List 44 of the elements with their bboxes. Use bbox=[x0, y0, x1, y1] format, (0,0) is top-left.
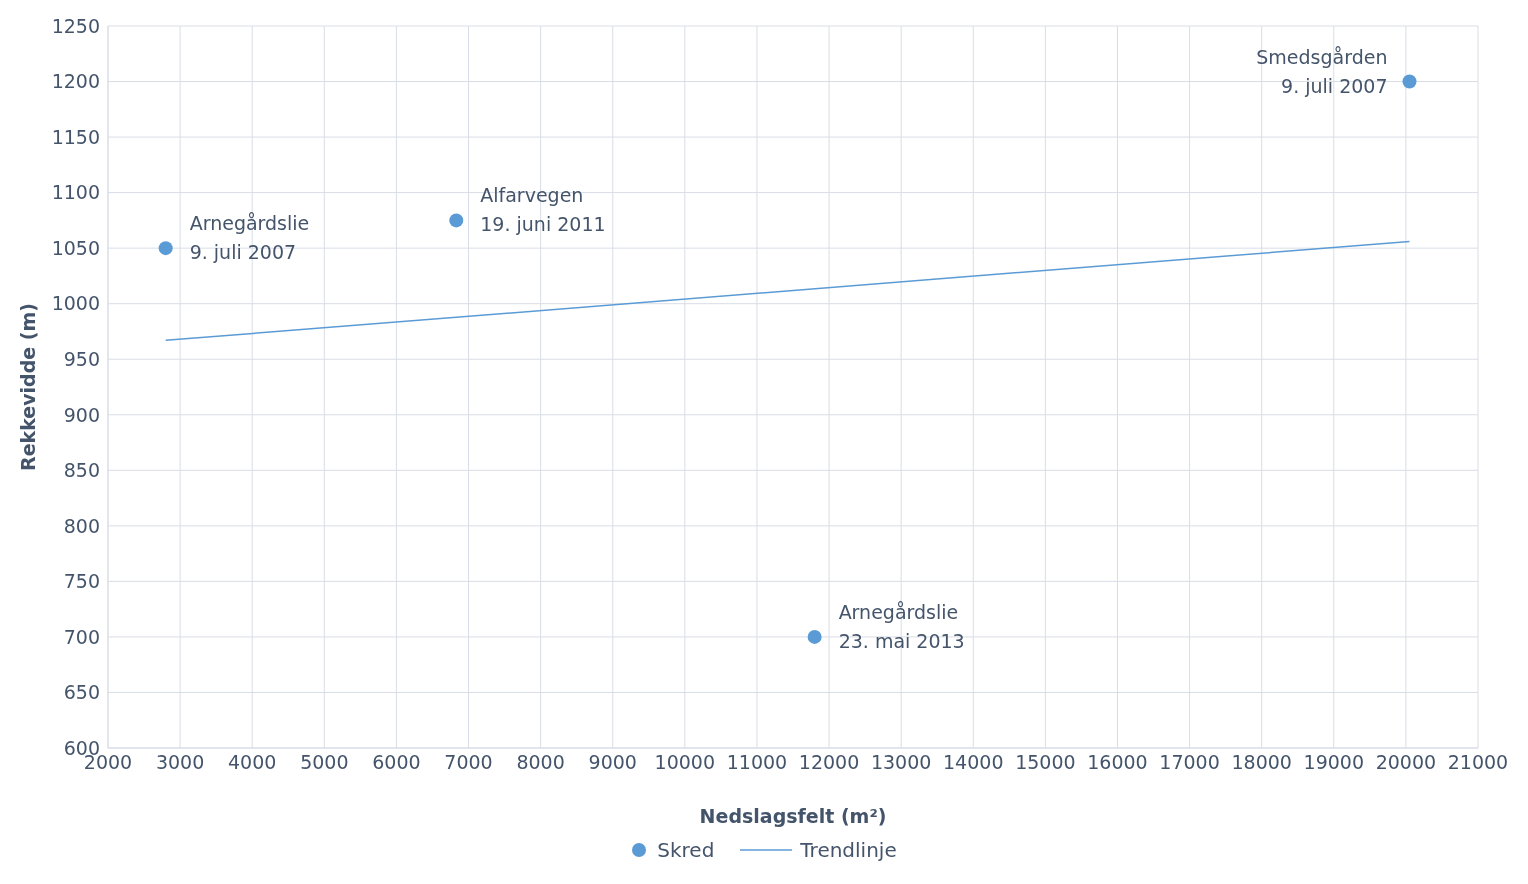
y-tick-label: 1050 bbox=[51, 236, 100, 259]
x-tick-label: 4000 bbox=[228, 751, 277, 774]
y-axis-title: Rekkevidde (m) bbox=[16, 303, 39, 471]
y-tick-label: 800 bbox=[63, 514, 100, 537]
x-tick-label: 9000 bbox=[588, 751, 637, 774]
x-tick-label: 5000 bbox=[300, 751, 349, 774]
x-tick-label: 19000 bbox=[1303, 751, 1365, 774]
x-tick-label: 15000 bbox=[1015, 751, 1076, 774]
x-tick-label: 16000 bbox=[1087, 751, 1148, 774]
x-tick-label: 18000 bbox=[1231, 751, 1292, 774]
y-tick-label: 850 bbox=[63, 459, 100, 482]
x-tick-label: 21000 bbox=[1447, 751, 1509, 774]
y-tick-label: 950 bbox=[63, 347, 100, 370]
point bbox=[1402, 74, 1417, 89]
x-tick-label: 7000 bbox=[444, 751, 493, 774]
y-tick-label: 650 bbox=[63, 681, 100, 704]
y-tick-label: 1100 bbox=[51, 181, 100, 204]
y-tick-label: 1150 bbox=[51, 125, 100, 148]
y-tick-label: 700 bbox=[63, 625, 100, 648]
y-tick-label: 900 bbox=[63, 403, 100, 426]
annotation: Alfarvegen 19. juni 2011 bbox=[480, 184, 606, 236]
annotation: Smedsgården 9. juli 2007 bbox=[1256, 45, 1388, 97]
legend-label: Skred bbox=[657, 838, 715, 862]
point bbox=[158, 241, 173, 256]
y-tick-label: 1000 bbox=[51, 292, 100, 315]
point bbox=[449, 213, 464, 228]
x-tick-label: 17000 bbox=[1159, 751, 1220, 774]
x-tick-label: 6000 bbox=[372, 751, 421, 774]
annotation: Arnegårdslie 23. mai 2013 bbox=[838, 600, 965, 652]
annotation: Arnegårdslie 9. juli 2007 bbox=[189, 212, 310, 264]
x-tick-label: 3000 bbox=[155, 751, 205, 774]
y-tick-label: 1200 bbox=[51, 70, 100, 93]
point bbox=[807, 629, 822, 644]
x-tick-label: 8000 bbox=[516, 751, 565, 774]
x-tick-label: 20000 bbox=[1375, 751, 1437, 774]
y-tick-label: 750 bbox=[63, 570, 100, 593]
x-tick-label: 12000 bbox=[798, 751, 860, 774]
x-tick-label: 14000 bbox=[943, 751, 1004, 774]
x-tick-label: 13000 bbox=[870, 751, 932, 774]
x-axis-title: Nedslagsfelt (m²) bbox=[699, 805, 887, 827]
y-tick-label: 1250 bbox=[51, 14, 100, 37]
x-tick-label: 11000 bbox=[726, 751, 788, 774]
x-tick-label: 10000 bbox=[654, 751, 716, 774]
legend-label: Trendlinje bbox=[800, 838, 897, 862]
